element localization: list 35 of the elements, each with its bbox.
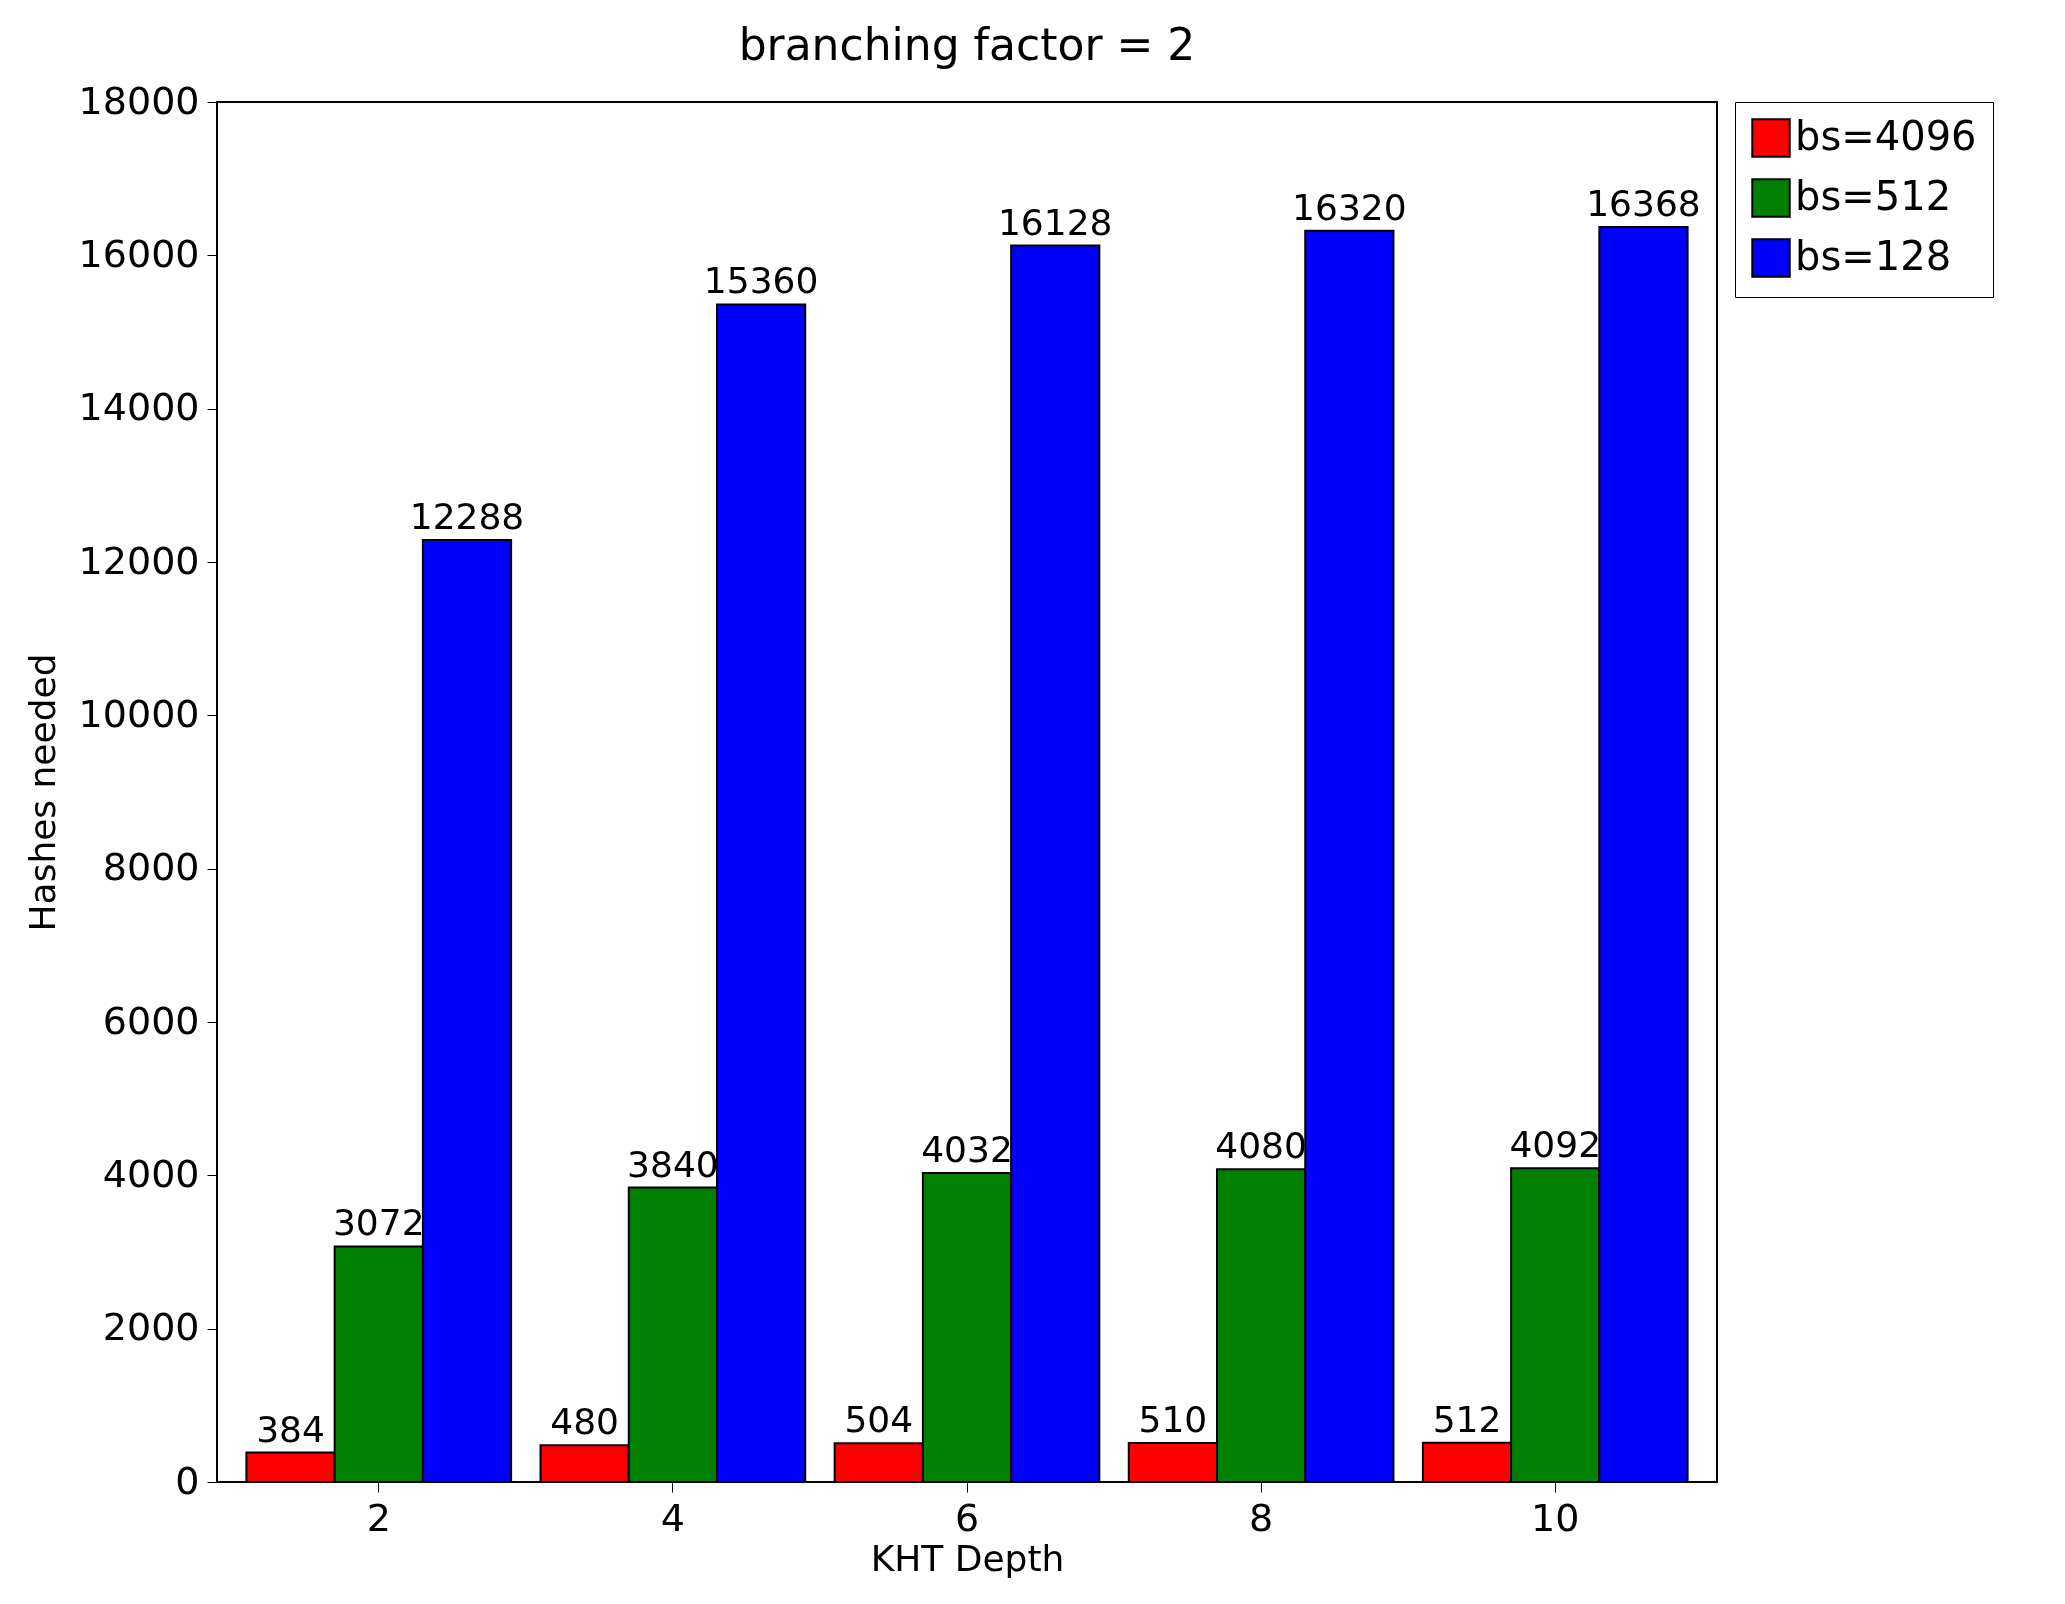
y-tick-label: 4000 — [102, 1151, 200, 1196]
data-label: 512 — [1432, 1398, 1502, 1440]
y-tick-label: 8000 — [102, 845, 200, 890]
data-label: 16320 — [1292, 186, 1407, 228]
y-tick-label: 12000 — [78, 538, 200, 583]
y-tick-label: 2000 — [102, 1305, 200, 1350]
y-axis-title: Hashes needed — [21, 653, 63, 932]
data-label: 384 — [256, 1408, 325, 1450]
data-label: 12288 — [409, 495, 525, 537]
x-tick-label: 6 — [954, 1495, 980, 1540]
data-label: 510 — [1138, 1398, 1208, 1440]
data-label: 3072 — [332, 1202, 425, 1244]
y-tick-label: 10000 — [78, 691, 200, 736]
legend-label: bs=4096 — [1795, 113, 1977, 159]
y-tick-label: 18000 — [78, 78, 200, 123]
data-label: 504 — [844, 1399, 914, 1441]
x-tick-label: 8 — [1249, 1495, 1274, 1540]
y-tick-label: 0 — [175, 1458, 200, 1503]
data-label: 4092 — [1509, 1124, 1602, 1166]
legend-label: bs=512 — [1795, 173, 1952, 219]
data-label: 15360 — [703, 260, 819, 302]
y-tick-label: 16000 — [78, 231, 200, 276]
data-label: 480 — [550, 1401, 620, 1443]
data-label: 16368 — [1586, 183, 1701, 225]
legend-label: bs=128 — [1795, 233, 1952, 279]
data-label: 16128 — [997, 201, 1113, 243]
x-axis-title: KHT Depth — [870, 1537, 1065, 1579]
y-tick-label: 6000 — [102, 998, 200, 1043]
data-label: 4032 — [921, 1128, 1013, 1170]
y-tick-label: 14000 — [78, 385, 200, 430]
chart-title: branching factor = 2 — [738, 19, 1196, 70]
x-tick-label: 2 — [366, 1495, 391, 1540]
x-tick-label: 10 — [1531, 1495, 1580, 1540]
x-tick-label: 4 — [660, 1495, 685, 1540]
data-label: 3840 — [627, 1143, 719, 1185]
